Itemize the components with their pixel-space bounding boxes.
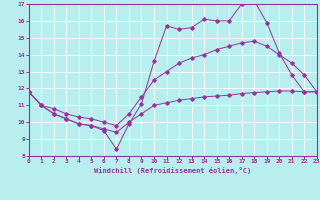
X-axis label: Windchill (Refroidissement éolien,°C): Windchill (Refroidissement éolien,°C) xyxy=(94,167,252,174)
